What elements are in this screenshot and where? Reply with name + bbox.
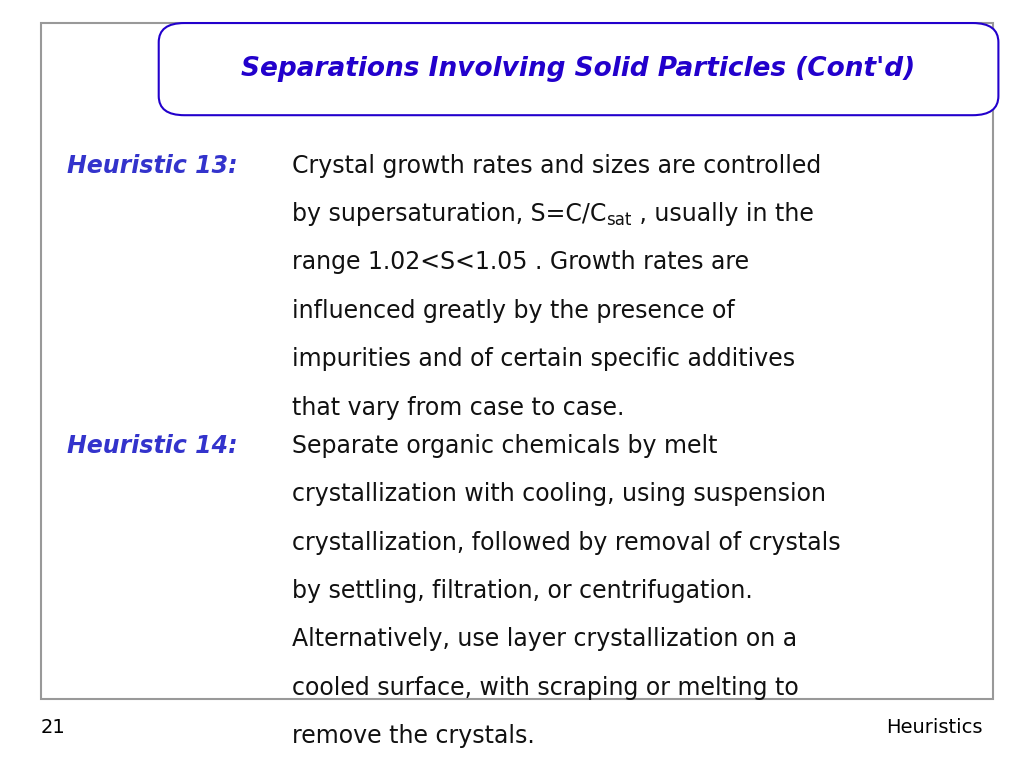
Text: Alternatively, use layer crystallization on a: Alternatively, use layer crystallization… <box>292 627 797 651</box>
Text: by supersaturation, S=C/C: by supersaturation, S=C/C <box>292 202 606 226</box>
Text: cooled surface, with scraping or melting to: cooled surface, with scraping or melting… <box>292 676 799 700</box>
Text: sat: sat <box>606 211 632 229</box>
Text: range 1.02<S<1.05 . Growth rates are: range 1.02<S<1.05 . Growth rates are <box>292 250 749 274</box>
Text: crystallization with cooling, using suspension: crystallization with cooling, using susp… <box>292 482 825 506</box>
Text: Heuristic 14:: Heuristic 14: <box>67 434 238 458</box>
Text: Crystal growth rates and sizes are controlled: Crystal growth rates and sizes are contr… <box>292 154 821 177</box>
Text: Heuristic 13:: Heuristic 13: <box>67 154 238 177</box>
FancyBboxPatch shape <box>159 23 998 115</box>
Text: Separate organic chemicals by melt: Separate organic chemicals by melt <box>292 434 718 458</box>
Text: , usually in the: , usually in the <box>632 202 813 226</box>
Text: that vary from case to case.: that vary from case to case. <box>292 396 625 419</box>
Text: remove the crystals.: remove the crystals. <box>292 724 535 748</box>
Text: impurities and of certain specific additives: impurities and of certain specific addit… <box>292 347 795 371</box>
Text: 21: 21 <box>41 718 66 737</box>
Text: Heuristics: Heuristics <box>887 718 983 737</box>
FancyBboxPatch shape <box>41 23 993 699</box>
Text: by settling, filtration, or centrifugation.: by settling, filtration, or centrifugati… <box>292 579 753 603</box>
Text: Separations Involving Solid Particles (Cont'd): Separations Involving Solid Particles (C… <box>242 56 915 82</box>
Text: crystallization, followed by removal of crystals: crystallization, followed by removal of … <box>292 531 841 554</box>
Text: influenced greatly by the presence of: influenced greatly by the presence of <box>292 299 734 323</box>
